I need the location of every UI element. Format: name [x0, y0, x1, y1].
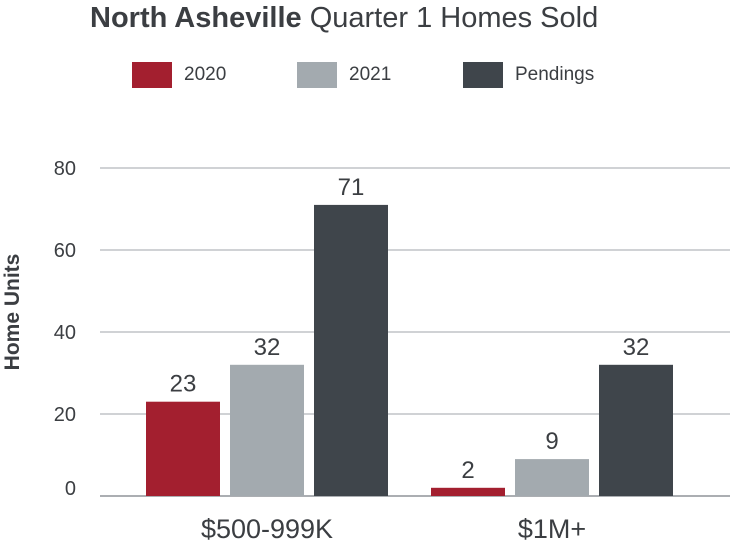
chart-title: North Asheville Quarter 1 Homes Sold: [90, 2, 598, 35]
chart-title-rest: Quarter 1 Homes Sold: [309, 2, 599, 34]
legend-label-2020: 2020: [184, 64, 227, 85]
data-label: 23: [170, 371, 197, 398]
bar: [314, 204, 388, 496]
data-label: 32: [623, 334, 650, 361]
bar: [146, 401, 220, 496]
chart-title-bold: North Asheville: [90, 2, 302, 34]
x-tick-label: $1M+: [518, 514, 586, 544]
x-tick-label: $500-999K: [201, 514, 333, 544]
legend-swatch-2020: [132, 62, 172, 88]
bar: [599, 364, 673, 496]
legend-item-2020: 2020: [132, 60, 226, 90]
y-tick-label: 80: [54, 158, 76, 180]
legend-label-pendings: Pendings: [515, 64, 595, 85]
legend-label-2021: 2021: [349, 64, 392, 85]
bar: [431, 487, 505, 496]
y-tick-label: 20: [54, 404, 76, 426]
bar: [515, 459, 589, 496]
bar: [230, 364, 304, 496]
data-label: 71: [338, 174, 365, 201]
data-label: 2: [461, 457, 474, 484]
legend-swatch-pendings: [463, 62, 503, 88]
data-label: 32: [254, 334, 281, 361]
legend-item-2021: 2021: [297, 60, 391, 90]
data-label: 9: [545, 428, 558, 455]
chart-legend: 2020 2021 Pendings: [0, 60, 730, 90]
y-tick-label: 60: [54, 240, 76, 262]
legend-item-pendings: Pendings: [463, 60, 594, 90]
legend-swatch-2021: [297, 62, 337, 88]
y-tick-label: 0: [65, 478, 76, 500]
y-tick-label: 40: [54, 322, 76, 344]
